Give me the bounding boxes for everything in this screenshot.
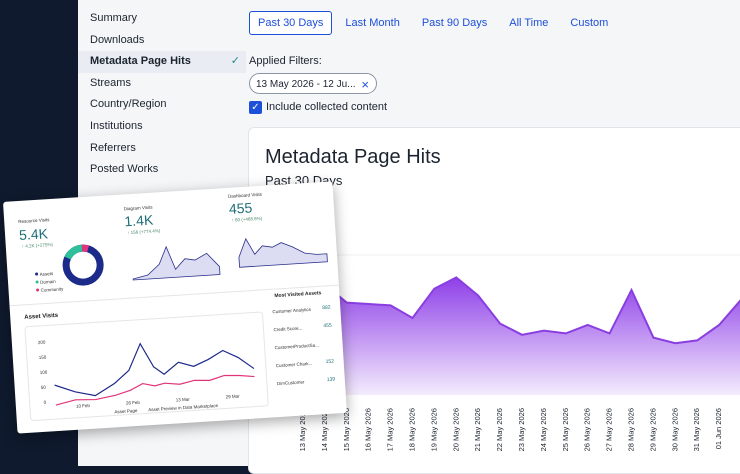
x-tick-label: 25 May 2026: [561, 408, 570, 451]
x-tick-label: 29 May 2026: [648, 408, 657, 451]
dashboard-preview: Resource Visits 5.4K ↑ 4.2K (+275%) Diag…: [3, 181, 347, 434]
chart: 13 May 2026 14 May 2026 15 May 2026 16 May …: [249, 254, 740, 451]
date-tab[interactable]: Past 90 Days: [421, 17, 488, 29]
divider: [9, 284, 339, 307]
nav-item[interactable]: Metadata Page Hits: [78, 51, 246, 73]
chart-frame: [24, 311, 269, 422]
donut-segment: [64, 244, 83, 260]
sparkline: [238, 237, 328, 268]
x-tick-label: 31 May 2026: [692, 408, 701, 451]
filters-label: Applied Filters:: [249, 55, 322, 67]
sparkline: [132, 245, 221, 281]
chart-title: Metadata Page Hits: [265, 146, 441, 168]
legend-dot: [36, 288, 40, 292]
x-tick-label: 28 May 2026: [626, 408, 635, 451]
chip-text: 13 May 2026 - 12 Ju...: [256, 79, 356, 90]
nav-item[interactable]: Summary: [90, 12, 138, 24]
sidebar: Summary Downloads Metadata Page Hits Str…: [78, 8, 246, 181]
donut-segment: [81, 244, 90, 253]
date-tab[interactable]: Past 30 Days: [249, 11, 333, 35]
nav-item[interactable]: Streams: [90, 76, 131, 89]
x-tick-label: 15 May 2026: [342, 408, 351, 451]
x-tick-label: 21 May 2026: [473, 408, 482, 451]
filter-chip[interactable]: 13 May 2026 - 12 Ju... ×: [249, 73, 377, 94]
preview-graphics: [9, 237, 339, 422]
nav-item[interactable]: Downloads: [90, 33, 145, 46]
x-tick-label: 24 May 2026: [539, 408, 548, 451]
x-tick-label: 22 May 2026: [495, 408, 504, 451]
nav-item[interactable]: Referrers: [90, 141, 136, 154]
nav-item[interactable]: Country/Region: [90, 98, 167, 111]
checkbox-label: Include collected content: [266, 101, 388, 113]
nav-item[interactable]: Institutions: [90, 119, 143, 132]
line: [54, 342, 255, 397]
x-tick-label: 27 May 2026: [605, 408, 614, 451]
checkbox[interactable]: ✓: [249, 101, 262, 114]
line: [302, 276, 740, 345]
date-tab[interactable]: All Time: [509, 17, 549, 29]
x-tick-label: 26 May 2026: [583, 408, 592, 451]
x-tick-label: 13 May 2026: [298, 408, 307, 451]
legend-dot: [35, 280, 39, 284]
x-tick-label: 20 May 2026: [451, 408, 460, 451]
date-tab[interactable]: Last Month: [345, 17, 400, 29]
x-tick-label: 23 May 2026: [517, 408, 526, 451]
date-tabs: Past 30 Days Last Month Past 90 Days All…: [249, 11, 617, 35]
x-tick-label: 17 May 2026: [386, 408, 395, 451]
chip-remove[interactable]: ×: [361, 77, 369, 92]
x-tick-label: 14 May 2026: [320, 408, 329, 451]
x-tick-label: 19 May 2026: [429, 408, 438, 451]
x-tick-label: 30 May 2026: [670, 408, 679, 451]
date-tab[interactable]: Custom: [570, 17, 609, 29]
legend-dot: [35, 272, 39, 276]
line: [55, 374, 255, 406]
x-tick-label: 16 May 2026: [364, 408, 373, 451]
nav-item[interactable]: Posted Works: [90, 163, 159, 176]
x-tick-label: 18 May 2026: [407, 408, 416, 451]
area: [303, 277, 740, 395]
x-tick-label: 01 Jun 2026: [714, 408, 723, 449]
